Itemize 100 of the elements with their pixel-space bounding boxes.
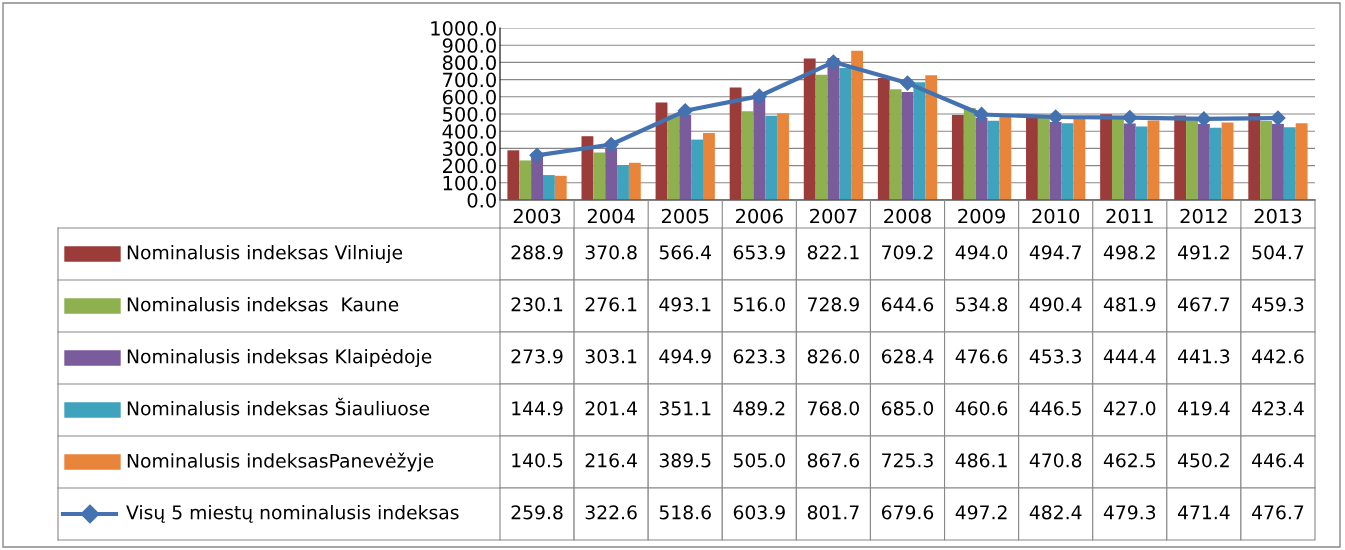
bar [667,115,680,200]
data-label: 826.0 [807,349,859,364]
bar [507,150,520,200]
point [825,54,841,70]
x-tick-label: 2006 [736,208,783,224]
y-tick-label: 1000.0 [431,20,496,36]
data-label: 534.8 [956,297,1008,312]
data-label: 273.9 [511,349,563,364]
bar [1147,120,1160,200]
bar [851,50,864,200]
x-tick-label: 2013 [1254,208,1302,224]
x-tick-label: 2008 [884,208,931,224]
data-label: 389.5 [659,453,711,468]
bar [765,115,778,200]
bar [777,113,789,200]
x-tick-label: 2003 [513,208,561,224]
point [1196,111,1212,127]
data-label: 482.4 [1029,505,1082,520]
x-tick-label: 2005 [661,208,709,224]
data-label: 444.4 [1103,349,1156,364]
data-label: 494.9 [659,349,711,364]
bar [741,111,754,200]
data-label: 481.9 [1103,297,1156,312]
bar [628,162,641,200]
bar [1073,119,1086,200]
bar [925,75,938,200]
data-label: 498.2 [1103,245,1155,260]
data-label: 497.2 [955,505,1007,520]
bar [729,87,742,200]
data-label: 303.1 [585,349,637,364]
y-tick-label: 600.0 [442,89,496,105]
data-label: 230.1 [511,297,563,312]
data-label: 201.4 [585,401,637,416]
data-label: 644.6 [881,297,934,312]
bar [951,115,964,200]
data-label: 322.6 [585,505,637,520]
legend-label: Nominalusis indeksas Kaune [127,296,399,312]
data-label: 446.4 [1252,453,1304,468]
bar [889,89,902,200]
bar [617,165,629,200]
bar [1272,123,1284,200]
data-label: 685.0 [881,401,934,416]
bar [1049,122,1062,200]
y-tick-label: 800.0 [442,55,496,71]
data-label: 653.9 [733,245,785,260]
bar [827,57,840,200]
bar [1295,123,1308,200]
data-label: 867.6 [807,453,860,468]
data-label: 370.8 [585,245,637,260]
y-tick-label: 200.0 [442,158,496,174]
bar [839,67,852,200]
bar [1283,127,1296,200]
data-label: 822.1 [807,245,859,260]
data-label: 479.3 [1103,505,1156,520]
bar [519,160,532,200]
legend-label: Nominalusis indeksasPanevėžyje [127,452,434,472]
data-label: 518.6 [659,505,711,520]
point [899,75,916,91]
data-label: 216.4 [585,453,637,468]
data-label: 460.6 [955,401,1008,416]
bar [581,136,594,200]
data-label: 441.3 [1177,349,1230,364]
x-tick-label: 2009 [958,208,1005,224]
data-label: 768.0 [808,401,859,416]
data-label: 728.9 [808,297,859,312]
legend-label: Nominalusis indeksas Klaipėdoje [127,348,432,368]
bar [542,175,555,200]
x-tick-label: 2007 [810,208,857,224]
point [677,103,693,119]
data-label: 504.7 [1252,245,1304,260]
data-label: 442.6 [1252,349,1304,364]
data-label: 709.2 [882,245,933,260]
legend-label: Visų 5 miestų nominalusis indeksas [126,504,459,523]
bar [554,175,567,200]
data-label: 423.4 [1252,401,1304,416]
data-label: 489.2 [733,401,785,416]
legend-label: Nominalusis indeksas Vilniuje [127,244,403,264]
y-tick-label: 400.0 [442,124,496,139]
y-tick-label: 100.0 [443,175,496,191]
data-label: 628.4 [881,349,934,364]
bar [1221,122,1234,200]
x-tick-label: 2004 [587,208,635,224]
bar [1061,123,1074,200]
data-label: 144.9 [512,401,563,416]
data-label: 276.1 [585,297,637,312]
data-label: 462.5 [1103,453,1155,468]
bar [975,118,988,200]
point [529,147,545,163]
data-label: 516.0 [733,297,785,312]
bar [703,133,715,200]
data-label: 486.1 [955,453,1007,468]
bar [913,82,926,200]
data-label: 505.0 [733,453,785,468]
data-label: 476.6 [955,349,1008,364]
bar [1123,123,1136,200]
data-label: 494.0 [955,245,1008,260]
bar [1248,113,1261,200]
bar [963,108,976,200]
bar [1186,119,1198,200]
point [1048,109,1064,125]
